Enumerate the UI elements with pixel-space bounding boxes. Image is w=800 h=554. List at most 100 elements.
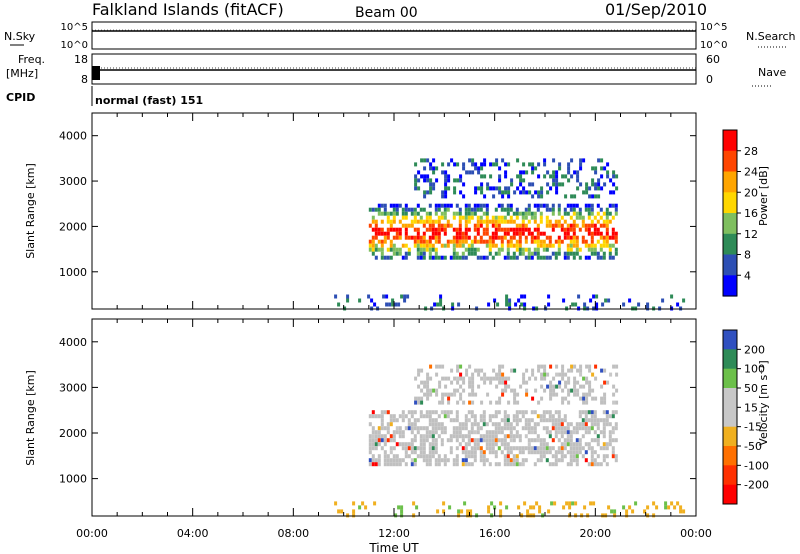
echo-cell bbox=[603, 396, 607, 401]
echo-cell bbox=[537, 368, 541, 373]
echo-cell bbox=[458, 231, 462, 236]
echo-cell bbox=[561, 376, 565, 381]
echo-cell bbox=[444, 174, 448, 179]
echo-cell bbox=[479, 414, 483, 419]
echo-cell bbox=[552, 392, 556, 397]
echo-cell bbox=[557, 458, 561, 463]
echo-cell bbox=[488, 462, 492, 467]
echo-cell bbox=[416, 426, 420, 431]
echo-cell bbox=[597, 186, 601, 191]
echo-cell bbox=[413, 215, 417, 220]
echo-cell bbox=[404, 227, 408, 232]
echo-cell bbox=[467, 418, 471, 423]
echo-cell bbox=[476, 231, 480, 236]
echo-cell bbox=[551, 446, 555, 451]
echo-cell bbox=[590, 426, 594, 431]
echo-cell bbox=[676, 501, 680, 506]
echo-cell bbox=[500, 219, 504, 224]
echo-cell bbox=[530, 430, 534, 435]
echo-cell bbox=[383, 454, 387, 459]
echo-cell bbox=[518, 251, 522, 256]
echo-cell bbox=[572, 231, 576, 236]
echo-cell bbox=[591, 166, 595, 171]
echo-cell bbox=[425, 247, 429, 252]
echo-cell bbox=[570, 364, 574, 369]
echo-cell bbox=[533, 422, 537, 427]
echo-cell bbox=[542, 450, 546, 455]
echo-cell bbox=[560, 454, 564, 459]
echo-cell bbox=[456, 178, 460, 183]
echo-cell bbox=[587, 410, 591, 415]
echo-cell bbox=[410, 426, 414, 431]
echo-cell bbox=[590, 454, 594, 459]
echo-cell bbox=[474, 186, 478, 191]
echo-cell bbox=[368, 223, 372, 228]
echo-cell bbox=[446, 243, 450, 248]
echo-cell bbox=[494, 438, 498, 443]
echo-cell bbox=[386, 462, 390, 467]
echo-cell bbox=[497, 235, 501, 240]
echo-cell bbox=[429, 186, 433, 191]
echo-cell bbox=[416, 454, 420, 459]
echo-cell bbox=[518, 410, 522, 415]
echo-cell bbox=[560, 430, 564, 435]
echo-cell bbox=[428, 203, 432, 208]
echo-cell bbox=[554, 434, 558, 439]
echo-cell bbox=[599, 418, 603, 423]
echo-cell bbox=[631, 509, 635, 514]
echo-cell bbox=[506, 442, 510, 447]
echo-cell bbox=[439, 298, 443, 303]
echo-cell bbox=[557, 422, 561, 427]
echo-cell bbox=[599, 255, 603, 260]
echo-cell bbox=[562, 505, 566, 510]
echo-cell bbox=[566, 255, 570, 260]
echo-cell bbox=[539, 418, 543, 423]
echo-cell bbox=[386, 235, 390, 240]
echo-cell bbox=[419, 438, 423, 443]
echo-cell bbox=[491, 223, 495, 228]
echo-cell bbox=[440, 458, 444, 463]
y-tick-label: 3000 bbox=[59, 381, 87, 394]
echo-cell bbox=[524, 422, 528, 427]
echo-cell bbox=[567, 368, 571, 373]
echo-cell bbox=[432, 158, 436, 163]
echo-cell bbox=[591, 396, 595, 401]
echo-cell bbox=[395, 454, 399, 459]
echo-cell bbox=[425, 219, 429, 224]
echo-cell bbox=[397, 505, 401, 510]
echo-cell bbox=[435, 364, 439, 369]
echo-cell bbox=[483, 372, 487, 377]
echo-cell bbox=[488, 446, 492, 451]
echo-cell bbox=[545, 223, 549, 228]
echo-cell bbox=[419, 219, 423, 224]
echo-cell bbox=[423, 174, 427, 179]
echo-cell bbox=[612, 190, 616, 195]
cpid-label: CPID bbox=[6, 91, 35, 104]
echo-cell bbox=[600, 368, 604, 373]
echo-cell bbox=[519, 190, 523, 195]
echo-cell bbox=[602, 255, 606, 260]
echo-cell bbox=[584, 203, 588, 208]
echo-cell bbox=[435, 392, 439, 397]
echo-cell bbox=[386, 422, 390, 427]
echo-cell bbox=[426, 372, 430, 377]
echo-cell bbox=[491, 446, 495, 451]
echo-cell bbox=[573, 388, 577, 393]
echo-cell bbox=[527, 219, 531, 224]
echo-cell bbox=[392, 235, 396, 240]
echo-cell bbox=[563, 430, 567, 435]
echo-cell bbox=[524, 211, 528, 216]
echo-cell bbox=[452, 251, 456, 256]
echo-cell bbox=[479, 207, 483, 212]
echo-cell bbox=[434, 255, 438, 260]
echo-cell bbox=[513, 392, 517, 397]
echo-cell bbox=[392, 207, 396, 212]
echo-cell bbox=[426, 158, 430, 163]
echo-cell bbox=[497, 223, 501, 228]
echo-cell bbox=[416, 247, 420, 252]
echo-cell bbox=[458, 239, 462, 244]
echo-cell bbox=[596, 422, 600, 427]
echo-cell bbox=[615, 186, 619, 191]
echo-cell bbox=[506, 219, 510, 224]
echo-cell bbox=[441, 190, 445, 195]
